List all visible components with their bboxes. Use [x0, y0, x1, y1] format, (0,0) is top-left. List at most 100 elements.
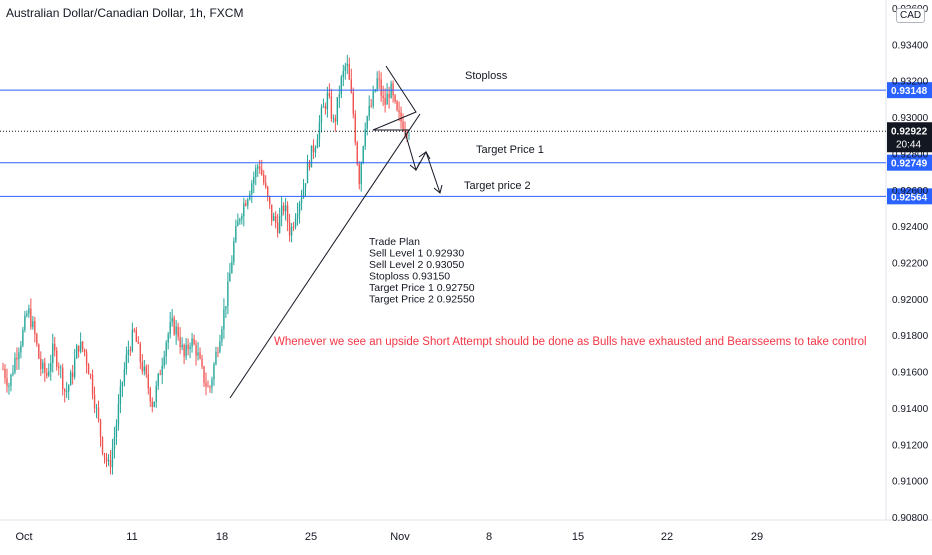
candle-body [115, 424, 118, 438]
candle-body [147, 374, 149, 389]
candle-body [8, 385, 10, 387]
candle-body [314, 148, 317, 153]
candle-body [288, 222, 291, 236]
candle-body [183, 344, 185, 357]
candle-body [129, 350, 132, 352]
candle-body [195, 344, 197, 356]
candle-body [274, 216, 277, 223]
candle-body [376, 78, 378, 90]
candle-body [268, 196, 271, 205]
candle-body [402, 121, 404, 131]
candle-body [121, 382, 124, 387]
candle-body [83, 349, 86, 353]
candle-body [149, 388, 151, 402]
candle-body [141, 362, 144, 372]
candle-body [233, 241, 235, 262]
candle-body [263, 174, 265, 183]
candle-body [366, 116, 368, 129]
commentary-note: Whenever we see an upside Short Attempt … [274, 336, 867, 348]
candles [2, 54, 410, 475]
candle-body [352, 92, 354, 115]
candle-body [346, 64, 349, 66]
candle-body [32, 321, 34, 328]
candle-body [69, 372, 72, 386]
candle-body [215, 352, 217, 365]
candle-body [338, 94, 341, 98]
candle-body [243, 203, 245, 217]
candle-body [247, 199, 249, 206]
candle-body [284, 205, 287, 212]
candle-body [203, 366, 205, 384]
candle-body [326, 93, 329, 110]
candle-body [378, 78, 380, 80]
candle-body [400, 112, 402, 122]
trend-drawings [229, 65, 443, 399]
candle-body [30, 308, 32, 328]
candle-body [390, 83, 392, 98]
candle-body [298, 203, 301, 214]
candle-body [60, 367, 62, 369]
candle-body [322, 106, 325, 108]
candle-body [131, 329, 134, 351]
candle-body [40, 358, 42, 369]
projection-path [404, 131, 441, 194]
candle-body [191, 338, 193, 347]
x-tick-label: 29 [751, 531, 763, 543]
candle-body [10, 374, 12, 386]
candle-body [44, 362, 46, 373]
y-tick-label: 0.92000 [892, 295, 929, 306]
candle-body [4, 369, 6, 379]
trade-plan-line: Target Price 1 0.92750 [369, 282, 475, 294]
candle-body [179, 337, 181, 348]
candle-body [79, 341, 82, 352]
y-tick-label: 0.91200 [892, 440, 929, 451]
candle-body [189, 346, 191, 350]
candle-body [229, 273, 231, 282]
candle-body [26, 313, 28, 316]
candle-body [123, 369, 126, 383]
candle-body [398, 110, 400, 113]
y-tick-label: 0.92800 [892, 149, 929, 160]
candle-body [251, 183, 253, 195]
candle-body [380, 79, 382, 96]
candle-body [89, 374, 92, 376]
y-tick-label: 0.90800 [892, 513, 929, 524]
candle-body [370, 105, 372, 107]
candle-body [77, 345, 80, 352]
candle-body [62, 367, 64, 390]
x-tick-label: 15 [572, 531, 584, 543]
candle-body [48, 371, 50, 376]
candle-body [360, 162, 362, 185]
candle-body [223, 308, 225, 330]
target1-annotation: Target Price 1 [476, 144, 544, 156]
currency-badge[interactable]: CAD [896, 8, 926, 23]
arrow-head [409, 161, 421, 171]
candle-body [217, 352, 219, 353]
candle-body [103, 453, 106, 458]
level-tag [887, 188, 932, 205]
candle-body [177, 326, 179, 338]
candle-body [324, 106, 327, 110]
candle-body [276, 222, 279, 233]
candle-body [185, 344, 187, 357]
trade-plan-line: Trade Plan [369, 236, 420, 248]
trade-plan-line: Stoploss 0.93150 [369, 271, 450, 283]
candle-body [153, 401, 155, 407]
candle-body [2, 368, 4, 370]
candle-body [193, 338, 195, 345]
candle-body [344, 65, 347, 71]
candle-body [334, 118, 337, 122]
candle-body [364, 128, 366, 147]
x-tick-label: Oct [15, 531, 32, 543]
candle-body [219, 341, 221, 353]
candle-body [117, 404, 120, 425]
current-price-label: 0.92922 [891, 126, 928, 137]
candle-body [173, 317, 175, 335]
candle-body [137, 341, 140, 344]
candle-body [101, 437, 104, 454]
candle-body [99, 419, 102, 438]
candle-body [316, 139, 319, 149]
x-tick-label: Nov [390, 531, 410, 543]
